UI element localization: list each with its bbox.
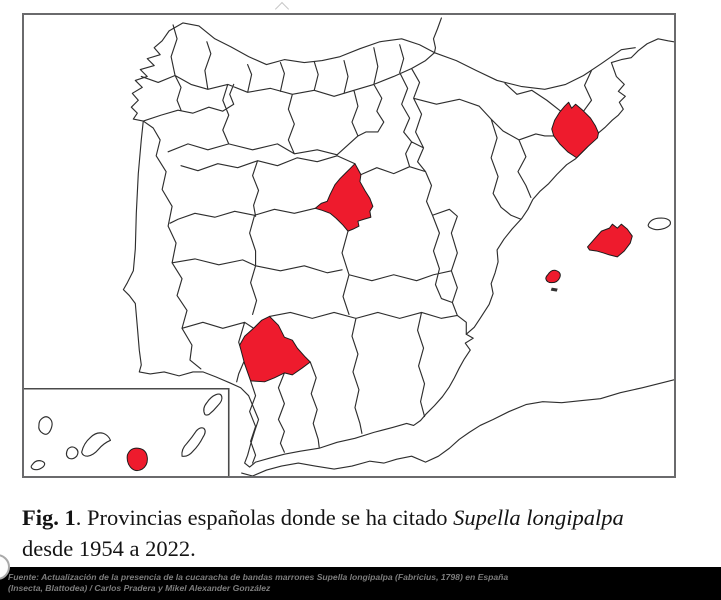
figure-caption: Fig. 1. Provincias españolas donde se ha… xyxy=(22,502,712,564)
island-ibiza xyxy=(545,269,561,284)
island-tenerife xyxy=(81,432,112,457)
iberia-coastline xyxy=(122,17,674,468)
island-el-hierro xyxy=(30,460,46,471)
island-gran-canaria xyxy=(126,447,148,472)
pyrenees-border xyxy=(433,47,636,90)
caption-line-2: desde 1954 a 2022. xyxy=(22,536,196,561)
island-fuerteventura xyxy=(181,427,206,457)
caption-label: Fig. 1 xyxy=(22,505,76,530)
source-line-1: Fuente: Actualización de la presencia de… xyxy=(8,572,509,582)
island-lanzarote xyxy=(203,393,223,416)
caption-text: . Provincias españolas donde se ha citad… xyxy=(75,505,454,530)
province-sevilla xyxy=(239,315,311,383)
map-frame xyxy=(22,13,676,478)
africa-coastline xyxy=(241,379,674,476)
source-bar: Fuente: Actualización de la presencia de… xyxy=(0,567,721,600)
island-la-gomera xyxy=(65,446,79,460)
island-formentera xyxy=(550,287,558,292)
province-borders xyxy=(140,24,593,464)
island-menorca xyxy=(647,217,672,231)
spain-provinces-map xyxy=(24,17,674,476)
caption-species-name: Supella longipalpa xyxy=(453,505,624,530)
source-line-2: (Insecta, Blattodea) / Carlos Pradera y … xyxy=(8,583,271,593)
canary-inset-border xyxy=(24,387,230,476)
caption-line-1: Fig. 1. Provincias españolas donde se ha… xyxy=(22,502,712,533)
province-madrid xyxy=(314,163,374,232)
island-mallorca xyxy=(587,223,633,258)
province-barcelona xyxy=(551,101,599,159)
canary-islands xyxy=(30,393,223,472)
island-la-palma xyxy=(38,416,53,435)
